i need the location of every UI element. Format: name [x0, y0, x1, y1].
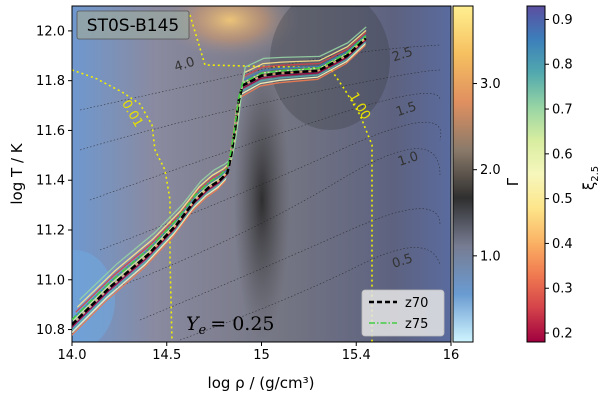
gamma-contours	[79, 44, 442, 341]
progenitor-track	[79, 26, 367, 301]
y-tick-label: 12.0	[36, 24, 65, 39]
y-tick-label: 11.6	[36, 124, 65, 139]
x-tick-label: 15.4	[342, 348, 371, 363]
xi-colorbar-ticks: 0.2 0.3 0.4 0.5 0.6 0.7 0.8 0.9	[545, 13, 573, 342]
colorbar-tick-label: 0.6	[552, 147, 573, 162]
gamma-colorbar-ticks: 1.0 2.0 3.0	[473, 77, 501, 264]
colorbar-tick-label: 0.8	[552, 58, 573, 73]
y-axis: 10.8 11.0 11.2 11.4 11.6 11.8 12.0	[36, 24, 72, 338]
series-line-z75	[72, 35, 367, 321]
x-tick-label: 16	[443, 348, 460, 363]
legend-label-z70: z70	[405, 296, 428, 311]
colorbar-tick-label: 0.5	[552, 192, 573, 207]
gamma-background	[72, 6, 451, 342]
x-axis: 14.0 14.5 15 15.4 16	[58, 342, 460, 363]
y-tick-label: 11.2	[36, 224, 65, 239]
colorbar-tick-label: 0.9	[552, 13, 573, 28]
colorbar-tick-label: 3.0	[480, 77, 501, 92]
contour-label: 1.0	[396, 149, 420, 170]
colorbar-tick-label: 0.2	[552, 327, 573, 342]
legend: z70 z75	[361, 289, 445, 337]
colorbar-tick-label: 0.7	[552, 103, 573, 118]
gamma-colorbar: 1.0 2.0 3.0 Γ	[452, 5, 522, 343]
y-tick-label: 11.8	[36, 74, 65, 89]
x-tick-label: 14.0	[58, 348, 87, 363]
colorbar-tick-label: 0.3	[552, 282, 573, 297]
xi-colorbar: 0.2 0.3 0.4 0.5 0.6 0.7 0.8 0.9 ξ2.5	[526, 5, 598, 343]
contour-label: 2.5	[390, 45, 414, 66]
y-tick-label: 10.8	[36, 323, 65, 338]
legend-label-z75: z75	[405, 317, 428, 332]
series-line-z70	[72, 37, 367, 326]
xi-colorbar-label: ξ2.5	[580, 166, 598, 190]
gamma-colorbar-label: Γ	[504, 177, 522, 186]
y-axis-label: log T / K	[8, 142, 26, 204]
colorbar-tick-label: 1.0	[480, 249, 501, 264]
x-axis-label: log ρ / (g/cm³)	[208, 374, 315, 392]
x-tick-label: 14.5	[152, 348, 181, 363]
chart-title: ST0S-B145	[87, 16, 179, 36]
ye-annotation: Ye = 0.25	[186, 313, 275, 338]
x-tick-label: 15	[253, 348, 270, 363]
y-tick-label: 11.4	[36, 174, 65, 189]
yellow-contours	[72, 14, 373, 342]
title-box: ST0S-B145	[76, 10, 190, 40]
series-layer	[72, 26, 367, 336]
contour-label: 0.5	[390, 251, 414, 272]
contour-label: 4.0	[172, 55, 196, 76]
colorbar-tick-label: 2.0	[480, 163, 501, 178]
contour-label: 1.5	[394, 99, 418, 120]
y-tick-label: 11.0	[36, 273, 65, 288]
colorbar-tick-label: 0.4	[552, 237, 573, 252]
